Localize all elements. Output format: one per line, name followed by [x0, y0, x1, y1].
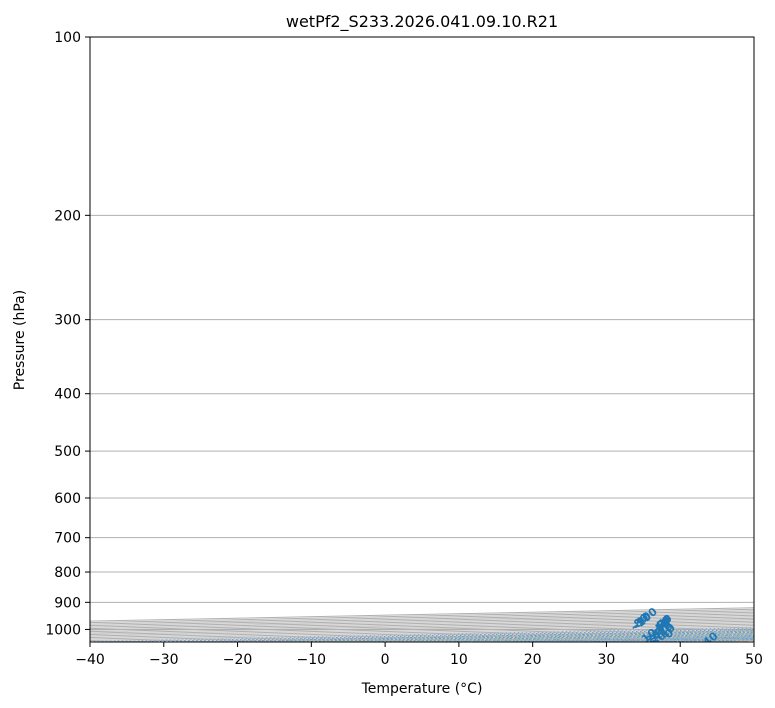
x-tick-label: −30: [149, 652, 179, 668]
y-tick-label: 1000: [45, 622, 81, 638]
y-axis: 1000 900 800 700 600 500 400 300 200 100: [45, 30, 90, 638]
x-tick-label: 50: [745, 652, 763, 668]
y-tick-label: 900: [54, 595, 81, 611]
x-tick-label: −20: [223, 652, 253, 668]
plot-frame: [89, 36, 755, 643]
x-axis: −40 −30 −20 −10 0 10 20 30 40 50: [75, 642, 763, 668]
y-tick-label: 600: [54, 491, 81, 507]
x-tick-label: 40: [671, 652, 689, 668]
y-tick-label: 800: [54, 565, 81, 581]
y-tick-label: 300: [54, 313, 81, 329]
y-tick-label: 200: [54, 208, 81, 224]
x-tick-label: 20: [524, 652, 542, 668]
y-tick-label: 500: [54, 444, 81, 460]
x-tick-label: 10: [450, 652, 468, 668]
y-tick-label: 400: [54, 387, 81, 403]
x-tick-label: 0: [381, 652, 390, 668]
y-axis-label: Pressure (hPa): [12, 290, 28, 390]
chart-title: wetPf2_S233.2026.041.09.10.R21: [286, 12, 558, 32]
x-tick-label: −10: [297, 652, 327, 668]
x-axis-label: Temperature (°C): [361, 681, 483, 697]
y-tick-label: 700: [54, 531, 81, 547]
plot-background: [90, 37, 754, 642]
isobar-grid: [90, 37, 754, 630]
x-tick-label: −40: [75, 652, 105, 668]
y-tick-label: 100: [54, 30, 81, 46]
isotherm-line: [753, 641, 754, 642]
x-tick-label: 30: [598, 652, 616, 668]
